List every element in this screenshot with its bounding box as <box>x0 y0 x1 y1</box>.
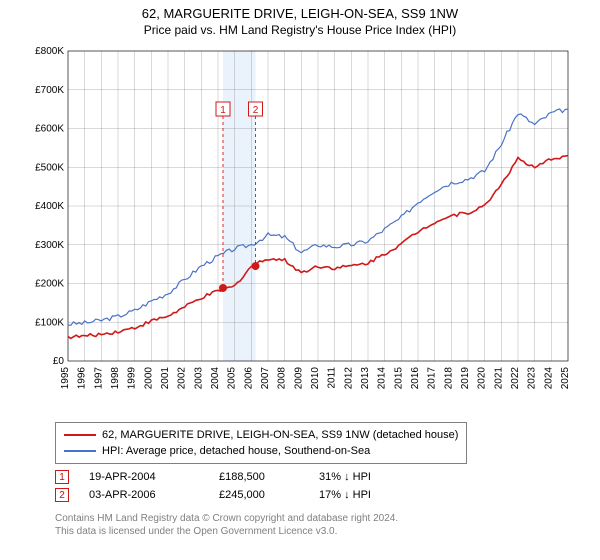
marker-delta: 31% ↓ HPI <box>319 471 459 483</box>
chart-plot-area: £0 £100K £200K £300K £400K £500K £600K £700K £80… <box>20 41 580 411</box>
marker-date: 03-APR-2006 <box>89 489 219 501</box>
legend-item: HPI: Average price, detached house, Sout… <box>64 443 458 459</box>
svg-text:2023: 2023 <box>527 367 538 390</box>
svg-text:2004: 2004 <box>210 367 221 390</box>
svg-text:2006: 2006 <box>243 367 254 390</box>
svg-text:2015: 2015 <box>393 367 404 390</box>
svg-text:2012: 2012 <box>343 367 354 390</box>
svg-text:2024: 2024 <box>543 367 554 390</box>
svg-text:2025: 2025 <box>560 367 571 390</box>
svg-text:2013: 2013 <box>360 367 371 390</box>
svg-text:2022: 2022 <box>510 367 521 390</box>
svg-text:£100K: £100K <box>35 317 64 328</box>
legend: 62, MARGUERITE DRIVE, LEIGH-ON-SEA, SS9 … <box>55 422 467 464</box>
svg-text:2009: 2009 <box>293 367 304 390</box>
svg-text:£300K: £300K <box>35 240 64 251</box>
svg-text:2018: 2018 <box>443 367 454 390</box>
svg-text:1995: 1995 <box>60 367 71 390</box>
svg-text:£700K: £700K <box>35 85 64 96</box>
marker-id-box: 2 <box>55 488 69 502</box>
svg-text:£600K: £600K <box>35 124 64 135</box>
svg-text:2019: 2019 <box>460 367 471 390</box>
footer-line-2: This data is licensed under the Open Gov… <box>55 525 398 538</box>
legend-label: 62, MARGUERITE DRIVE, LEIGH-ON-SEA, SS9 … <box>102 429 458 441</box>
legend-label: HPI: Average price, detached house, Sout… <box>102 445 370 457</box>
svg-text:1999: 1999 <box>127 367 138 390</box>
chart-subtitle: Price paid vs. HM Land Registry's House … <box>0 21 600 41</box>
marker-price: £188,500 <box>219 471 319 483</box>
marker-date: 19-APR-2004 <box>89 471 219 483</box>
license-footer: Contains HM Land Registry data © Crown c… <box>55 512 398 538</box>
svg-text:1996: 1996 <box>77 367 88 390</box>
marker-price: £245,000 <box>219 489 319 501</box>
svg-text:2003: 2003 <box>193 367 204 390</box>
svg-text:2014: 2014 <box>377 367 388 390</box>
chart-title: 62, MARGUERITE DRIVE, LEIGH-ON-SEA, SS9 … <box>0 0 600 21</box>
marker-row: 2 03-APR-2006£245,00017% ↓ HPI <box>55 486 459 504</box>
svg-text:2016: 2016 <box>410 367 421 390</box>
svg-text:2005: 2005 <box>227 367 238 390</box>
svg-text:2011: 2011 <box>327 367 338 389</box>
svg-text:2000: 2000 <box>143 367 154 390</box>
svg-text:2017: 2017 <box>427 367 438 390</box>
svg-text:2020: 2020 <box>477 367 488 390</box>
svg-text:£800K: £800K <box>35 46 64 57</box>
svg-text:2021: 2021 <box>493 367 504 390</box>
svg-text:£0: £0 <box>53 356 65 367</box>
svg-text:2008: 2008 <box>277 367 288 390</box>
svg-text:2002: 2002 <box>177 367 188 390</box>
footer-line-1: Contains HM Land Registry data © Crown c… <box>55 512 398 525</box>
svg-text:2007: 2007 <box>260 367 271 390</box>
svg-text:1998: 1998 <box>110 367 121 390</box>
marker-table: 1 19-APR-2004£188,50031% ↓ HPI 2 03-APR-200… <box>55 468 459 504</box>
legend-item: 62, MARGUERITE DRIVE, LEIGH-ON-SEA, SS9 … <box>64 427 458 443</box>
line-chart-svg: £0 £100K £200K £300K £400K £500K £600K £700K £80… <box>20 41 580 411</box>
svg-text:2001: 2001 <box>160 367 171 390</box>
svg-text:£500K: £500K <box>35 162 64 173</box>
chart-container: 62, MARGUERITE DRIVE, LEIGH-ON-SEA, SS9 … <box>0 0 600 560</box>
svg-text:£400K: £400K <box>35 201 64 212</box>
legend-swatch <box>64 434 96 436</box>
svg-text:2010: 2010 <box>310 367 321 390</box>
svg-text:£200K: £200K <box>35 279 64 290</box>
svg-text:1: 1 <box>220 105 226 116</box>
marker-delta: 17% ↓ HPI <box>319 489 459 501</box>
svg-text:2: 2 <box>253 105 259 116</box>
marker-id-box: 1 <box>55 470 69 484</box>
svg-text:1997: 1997 <box>93 367 104 390</box>
marker-row: 1 19-APR-2004£188,50031% ↓ HPI <box>55 468 459 486</box>
legend-swatch <box>64 450 96 452</box>
